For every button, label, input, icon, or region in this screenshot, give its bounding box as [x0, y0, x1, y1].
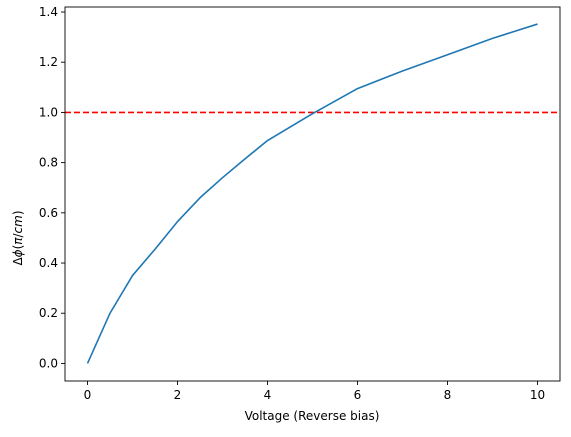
y-axis-label: Δϕ(π/cm): [11, 210, 25, 265]
x-axis-label: Voltage (Reverse bias): [245, 409, 380, 423]
x-tick-label: 6: [354, 388, 362, 402]
series-line-0: [86, 23, 538, 364]
y-axis-label-close-paren: ): [11, 210, 25, 215]
y-tick-label: 0.2: [39, 306, 58, 320]
x-tick-label: 4: [264, 388, 272, 402]
y-tick-label: 0.4: [39, 256, 58, 270]
axes: 0 2 4 6 8 10 0.0 0.2 0.4 0.6 0.8 1.0 1.2 1.4: [39, 5, 561, 402]
plot-area: [65, 23, 560, 364]
axes-frame: [64, 6, 561, 382]
x-tick-label: 10: [530, 388, 545, 402]
y-tick-label: 1.2: [39, 55, 58, 69]
y-axis-label-pi: π: [11, 237, 25, 245]
x-tick-label: 8: [444, 388, 452, 402]
y-tick-label: 1.0: [39, 105, 58, 119]
y-axis-label-open-paren: (: [11, 245, 25, 250]
y-tick-label: 1.4: [39, 5, 58, 19]
x-tick-label: 0: [84, 388, 92, 402]
y-axis-label-phi: ϕ: [11, 249, 25, 257]
y-tick-label: 0.6: [39, 206, 58, 220]
y-axis-label-delta: Δ: [11, 257, 25, 266]
y-axis-label-slash: /: [11, 232, 25, 237]
x-tick-label: 2: [174, 388, 182, 402]
y-axis-label-cm: cm: [11, 215, 25, 233]
y-tick-label: 0.8: [39, 156, 58, 170]
y-tick-label: 0.0: [39, 356, 58, 370]
